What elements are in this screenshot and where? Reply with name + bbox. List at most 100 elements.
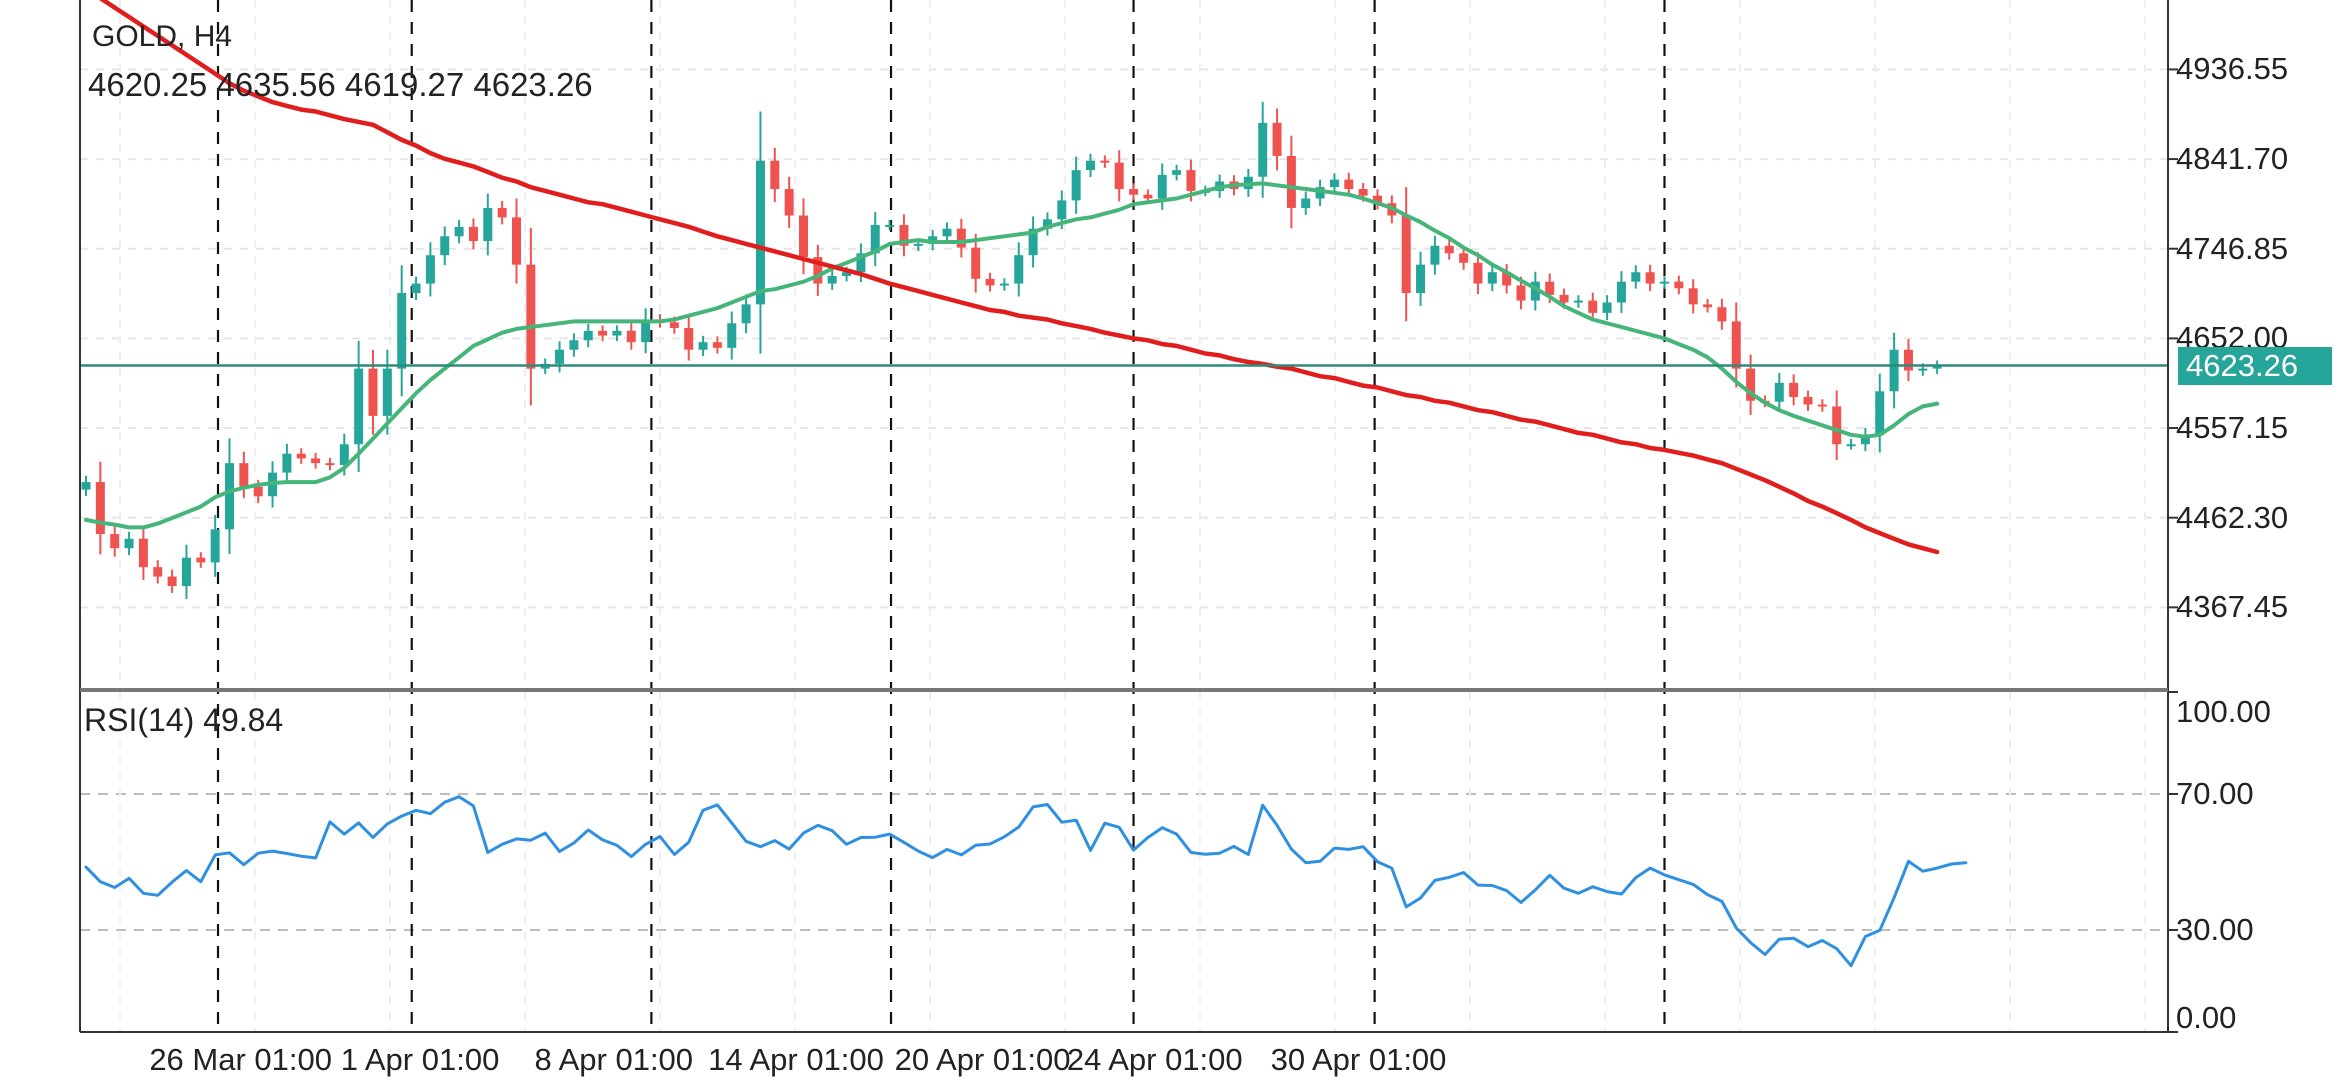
candle [1903, 339, 1913, 382]
candle [755, 111, 765, 354]
candle-body [1416, 264, 1426, 294]
candle-body [569, 340, 579, 350]
candle [440, 226, 450, 266]
candle [1344, 172, 1354, 196]
candle-body [382, 368, 392, 416]
candle [698, 335, 708, 357]
candle-body [1143, 194, 1153, 199]
candle-body [1660, 281, 1669, 284]
candle-body [1444, 245, 1454, 254]
candle-body [1057, 200, 1067, 220]
candle [1272, 108, 1282, 171]
candle-body [411, 283, 421, 294]
candle-body [167, 576, 177, 587]
candle-body [1358, 189, 1368, 196]
candle-body [942, 228, 952, 237]
grid [80, 0, 2168, 1032]
candle [942, 222, 952, 243]
candle [770, 147, 780, 202]
candle-body [1860, 434, 1870, 445]
candle-body [368, 368, 378, 416]
candle [1660, 276, 1669, 289]
candle [1286, 135, 1296, 229]
candle [512, 198, 521, 284]
candle-body [1588, 300, 1598, 313]
candle [1086, 153, 1095, 178]
time-tick-label: 20 Apr 01:00 [894, 1042, 1071, 1077]
candle [1416, 251, 1426, 306]
candle-body [1817, 404, 1827, 407]
candle-body [1286, 155, 1296, 208]
candle [526, 227, 536, 406]
candle [153, 560, 163, 584]
candle [497, 200, 507, 225]
candle [1329, 173, 1339, 194]
candle-body [1373, 195, 1382, 204]
candle-body [1028, 228, 1038, 256]
candle-body [210, 529, 220, 563]
candle [1746, 354, 1756, 415]
rsi-tick-label: 0.00 [2176, 1000, 2237, 1035]
candle-body [684, 327, 694, 350]
candle [1803, 390, 1813, 411]
candle-body [698, 342, 708, 350]
candle [483, 193, 493, 256]
candle-body [1789, 382, 1799, 397]
candle-body [827, 276, 837, 284]
candle [397, 265, 407, 397]
candle [1114, 150, 1124, 202]
candle [196, 552, 206, 568]
candle-body [425, 255, 435, 284]
current-price-tag: 4623.26 [2178, 346, 2332, 385]
candle-body [1602, 302, 1612, 313]
candle [1789, 374, 1799, 406]
candle [282, 443, 292, 483]
candle-body [1516, 285, 1526, 301]
price-tick-label: 4936.55 [2176, 51, 2289, 87]
candle [799, 198, 808, 275]
time-tick-label: 26 Mar 01:00 [149, 1042, 332, 1077]
candle-body [110, 534, 120, 549]
slow-ma-line [99, 0, 1940, 555]
candle-body [1932, 365, 1942, 369]
candle-body [1774, 382, 1784, 402]
candle-body [1487, 272, 1497, 284]
candle-body [225, 463, 234, 530]
candle-body [354, 368, 364, 445]
time-tick-label: 24 Apr 01:00 [1066, 1042, 1243, 1077]
candle-body [483, 207, 493, 242]
candle [368, 349, 378, 435]
candle [1487, 264, 1497, 292]
candle-body [712, 342, 722, 348]
candle-body [454, 226, 464, 237]
candle-body [1329, 179, 1339, 188]
candle [956, 218, 966, 258]
rsi-label: RSI(14) 49.84 [84, 702, 284, 738]
candle [741, 294, 751, 334]
candle [1674, 275, 1684, 295]
candle-body [1473, 262, 1483, 284]
candle [1688, 279, 1698, 314]
candle-body [1731, 321, 1741, 369]
candle-body [1301, 198, 1311, 208]
candle [425, 242, 435, 297]
candle-body [770, 160, 780, 190]
candle [1588, 292, 1598, 321]
candle [311, 452, 321, 469]
rsi-line [84, 795, 1968, 968]
candles [81, 101, 1942, 599]
candle-body [1631, 272, 1641, 282]
candle-body [440, 236, 450, 256]
candle [1502, 264, 1512, 294]
candle-body [1430, 245, 1440, 265]
candle [598, 325, 608, 342]
candle [1459, 246, 1469, 270]
candle [1014, 242, 1024, 297]
candle-body [669, 322, 679, 328]
candle-body [842, 272, 852, 276]
candle [1645, 264, 1655, 292]
candle-body [1086, 160, 1095, 171]
candle-body [856, 253, 866, 273]
